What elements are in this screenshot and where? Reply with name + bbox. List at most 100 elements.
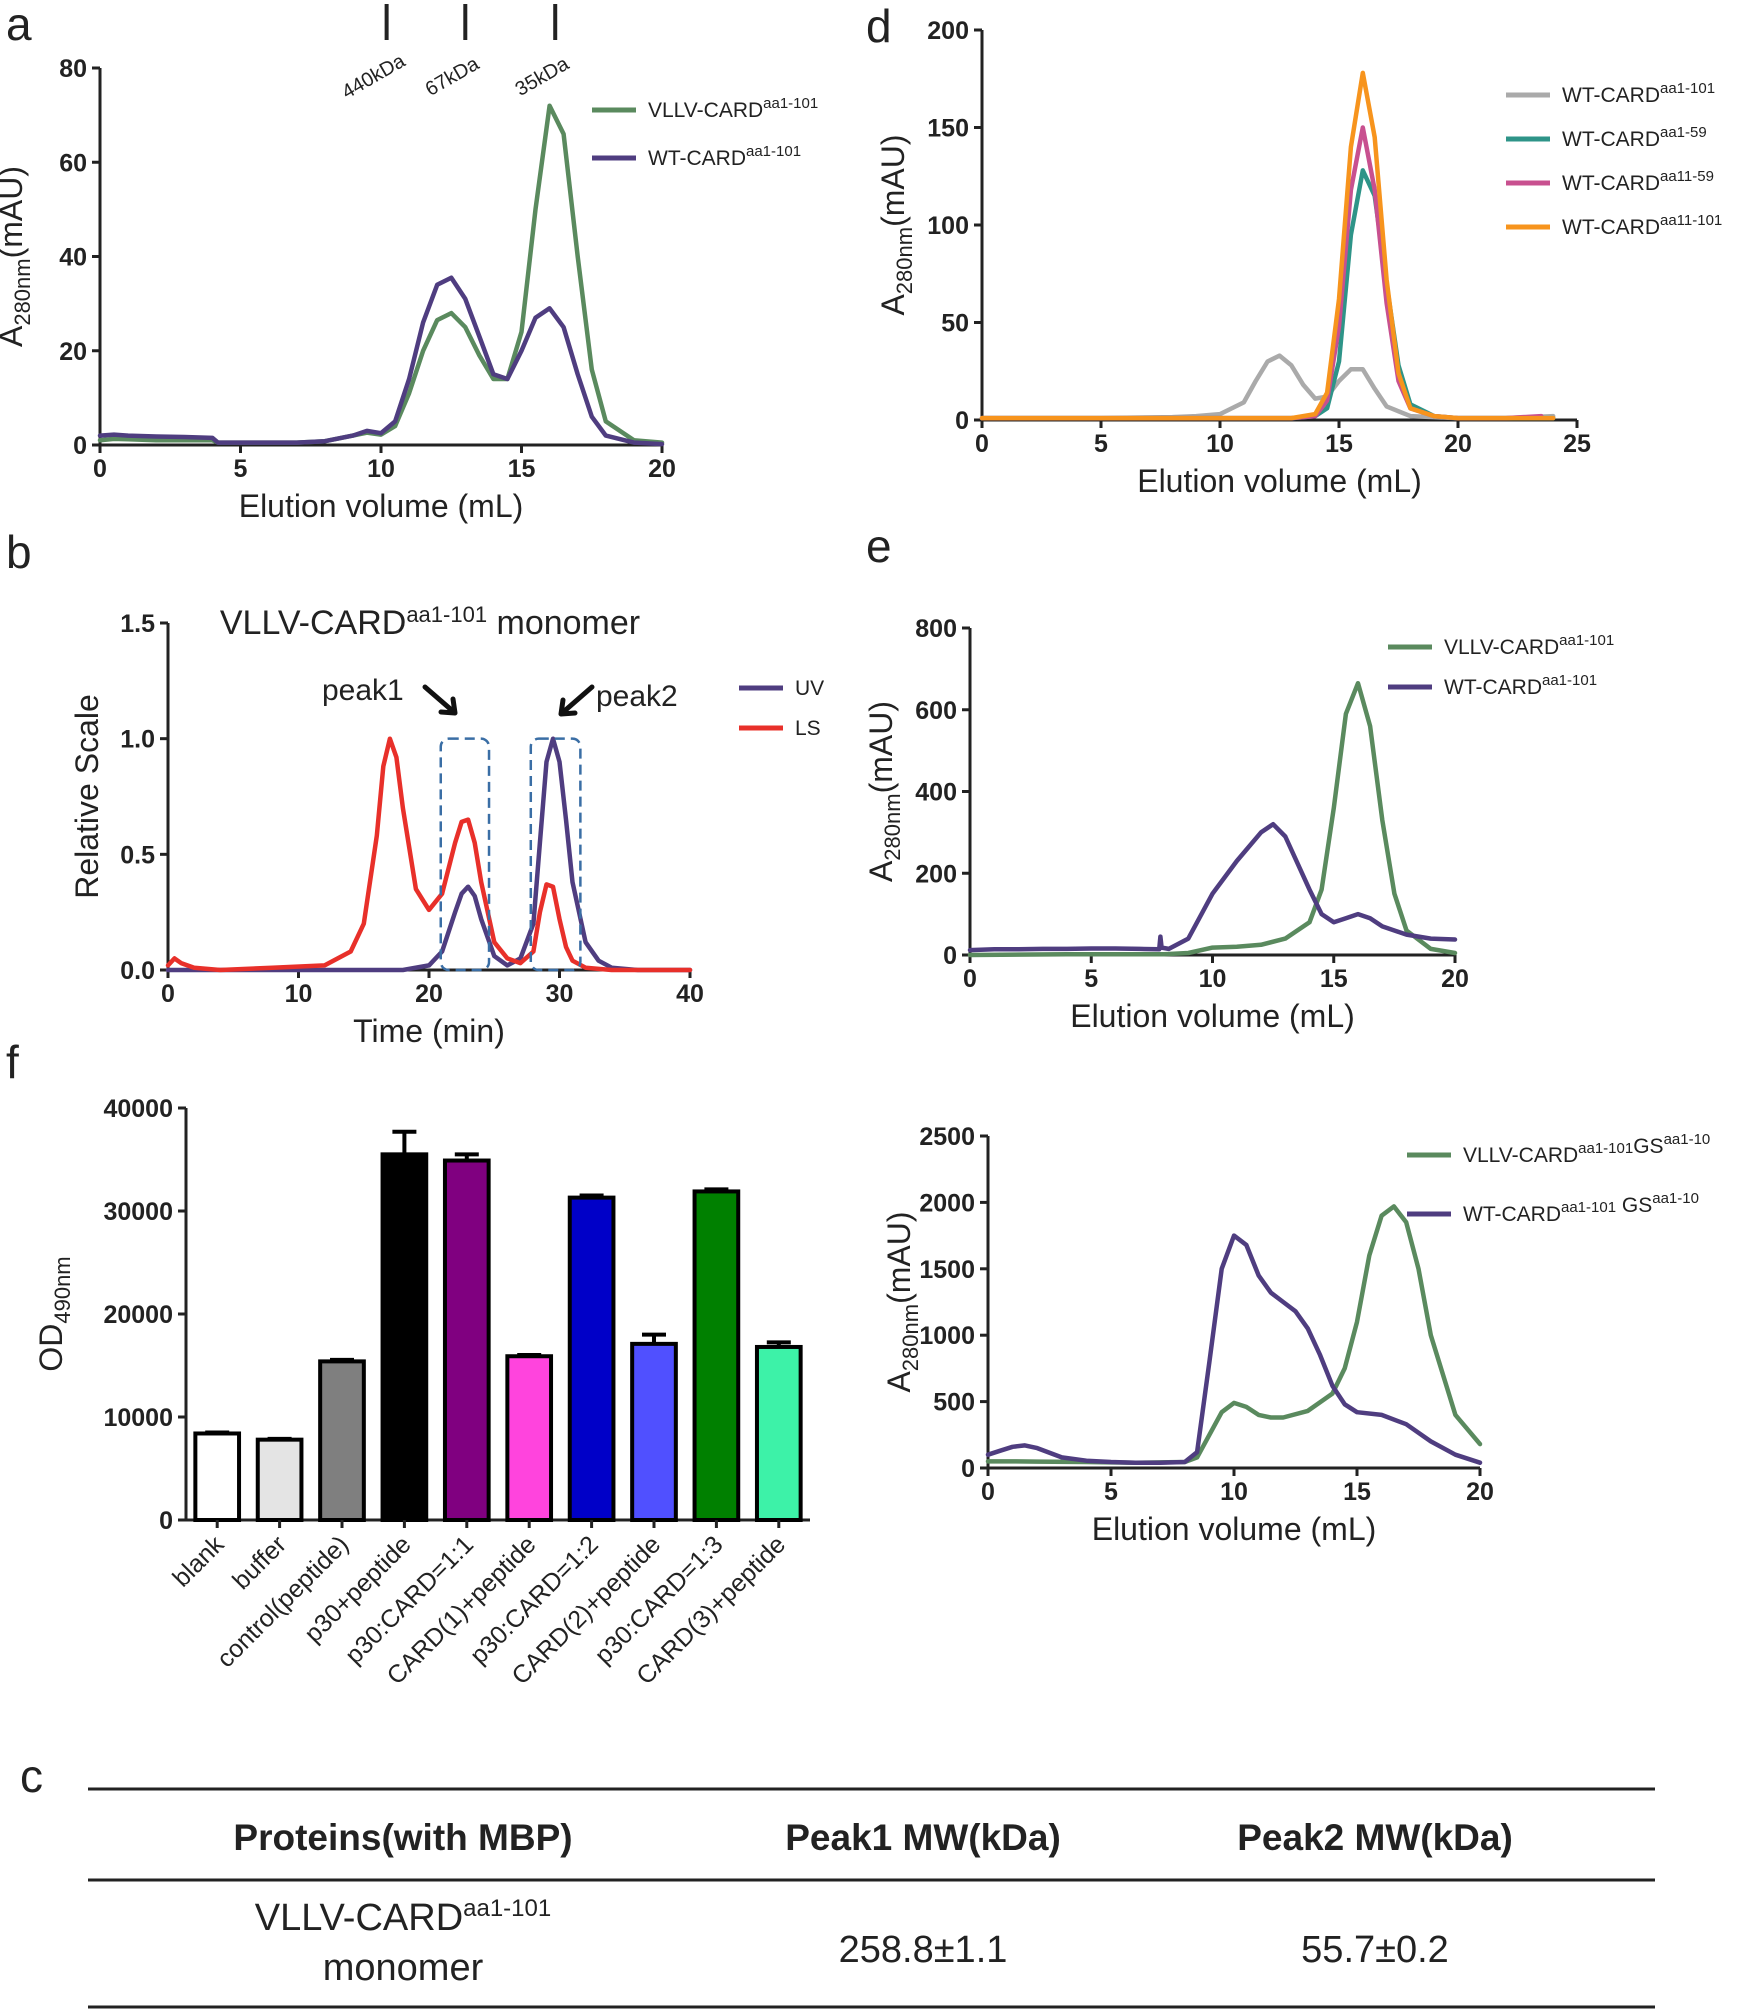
legend-label: WT-CARDaa1-101 [1444, 672, 1597, 699]
legend-name: WT-CARD [1562, 216, 1660, 239]
y-tick-label: 0 [961, 1455, 975, 1483]
x-tick-label: 5 [1104, 1478, 1118, 1506]
mw-marker-label: 67kDa [422, 52, 484, 100]
bar-0 [193, 1431, 242, 1522]
x-tick-label: 15 [1325, 430, 1353, 458]
x-tick-label: 0 [93, 455, 107, 483]
y-tick-label: 600 [915, 697, 957, 725]
bar-4 [442, 1158, 491, 1523]
y-label-unit: (mAU) [0, 166, 29, 258]
legend-name: UV [795, 677, 824, 700]
x-tick-label: 40 [676, 980, 704, 1008]
y-tick-label: 20000 [103, 1301, 173, 1329]
legend-name: LS [795, 717, 821, 740]
panel-c-label: c [20, 1750, 43, 1802]
legend-label: WT-CARDaa1-101 [1562, 80, 1715, 107]
bar-6 [567, 1195, 616, 1522]
legend-sup: aa1-59 [1660, 124, 1707, 141]
y-label-a: A [0, 325, 29, 347]
y-tick-label: 20 [59, 338, 87, 366]
y-label-sub: 280nm [892, 227, 917, 294]
y-label-unit: (mAU) [875, 134, 911, 226]
peak1-label: peak1 [322, 674, 404, 707]
legend-sup: aa1-101 [1542, 672, 1597, 689]
legend-label: WT-CARDaa11-59 [1562, 168, 1714, 195]
x-tick-label: 5 [234, 455, 248, 483]
table-row-protein-line2: monomer [323, 1947, 484, 1989]
legend-sup: aa11-59 [1660, 168, 1714, 185]
table-header-proteins: Proteins(with MBP) [233, 1817, 572, 1858]
panel-b-label: b [6, 526, 32, 578]
y-tick-label: 1500 [919, 1256, 975, 1284]
bar-3 [380, 1152, 429, 1522]
bar-7 [630, 1341, 678, 1522]
x-tick-label: 20 [648, 455, 676, 483]
peak1-arrow [422, 684, 458, 716]
x-tick-label: 0 [963, 965, 977, 993]
series-line-purple [967, 821, 1458, 953]
y-tick-label: 100 [927, 212, 969, 240]
legend-label: WT-CARDaa1-59 [1562, 124, 1707, 151]
table-cell-peak2: 55.7±0.2 [1301, 1929, 1449, 1971]
y-tick-label: 0 [943, 942, 957, 970]
x-axis-label: Elution volume (mL) [239, 488, 524, 524]
chart-a: 0 5 10 15 20 0 20 40 60 80 Elution volume (mL) A280… [0, 4, 818, 524]
peak2-label: peak2 [596, 680, 678, 713]
series-line-teal [979, 168, 1556, 421]
legend-name: WT-CARD [1444, 676, 1542, 699]
y-axis-label: A280nm(mAU) [0, 166, 35, 347]
chart-f: 010000200003000040000OD490nmblankbufferc… [33, 1095, 810, 1690]
y-label-a: A [863, 860, 899, 882]
legend-name: WT-CARD [1463, 1203, 1561, 1226]
legend-name: WT-CARD [648, 147, 746, 170]
y-tick-label: 40000 [103, 1095, 173, 1123]
x-tick-label: 5 [1084, 965, 1098, 993]
y-label-a: A [881, 1371, 917, 1393]
series-line-purple [985, 1233, 1483, 1465]
y-axis-label: A280nm(mAU) [863, 701, 905, 882]
y-axis-label: Relative Scale [69, 694, 105, 899]
x-tick-label: 20 [415, 980, 443, 1008]
x-tick-label: 30 [546, 980, 574, 1008]
legend-sup: aa1-101 [1660, 80, 1715, 97]
y-tick-label: 50 [941, 310, 969, 338]
x-tick-label: 10 [1199, 965, 1227, 993]
series-line-green [97, 103, 665, 445]
y-axis-label: A280nm(mAU) [875, 134, 917, 315]
x-tick-label: 10 [367, 455, 395, 483]
chart-d: 0 5 10 15 20 25 0 50 100 150 200 Elution volume (mL… [875, 17, 1722, 499]
legend-sup: aa11-101 [1660, 212, 1722, 229]
y-label-unit: (mAU) [881, 1211, 917, 1303]
legend-label: UV [795, 677, 824, 700]
bar-1 [255, 1437, 304, 1523]
mw-marker-label: 35kDa [512, 52, 574, 100]
y-tick-label: 200 [915, 860, 957, 888]
y-tick-label: 0.0 [120, 957, 155, 985]
y-tick-label: 0.5 [120, 841, 155, 869]
bar-8 [692, 1189, 741, 1523]
y-tick-label: 800 [915, 615, 957, 643]
table-cell-peak1: 258.8±1.1 [839, 1929, 1008, 1971]
y-label-sub: 280nm [10, 258, 35, 325]
x-tick-label: 0 [975, 430, 989, 458]
y-tick-label: 1.0 [120, 726, 155, 754]
legend-sup: aa1-101 [1561, 1199, 1616, 1216]
bar-9 [754, 1344, 803, 1522]
x-tick-label: 0 [981, 1478, 995, 1506]
x-axis-label: Elution volume (mL) [1092, 1511, 1377, 1547]
y-tick-label: 30000 [103, 1198, 173, 1226]
series-line-purple [97, 275, 665, 447]
y-tick-label: 0 [955, 407, 969, 435]
legend-suffix-sup: aa1-10 [1652, 1190, 1699, 1207]
legend-label: LS [795, 717, 821, 740]
x-tick-label: 15 [508, 455, 536, 483]
legend-label: VLLV-CARDaa1-101 [648, 95, 818, 122]
y-tick-label: 60 [59, 149, 87, 177]
x-tick-label: 25 [1563, 430, 1591, 458]
y-tick-label: 1000 [919, 1322, 975, 1350]
panel-f-label: f [6, 1036, 19, 1088]
legend-sup: aa1-101 [1559, 632, 1614, 649]
y-label-sub: 280nm [898, 1304, 923, 1371]
bar-2 [318, 1359, 366, 1522]
